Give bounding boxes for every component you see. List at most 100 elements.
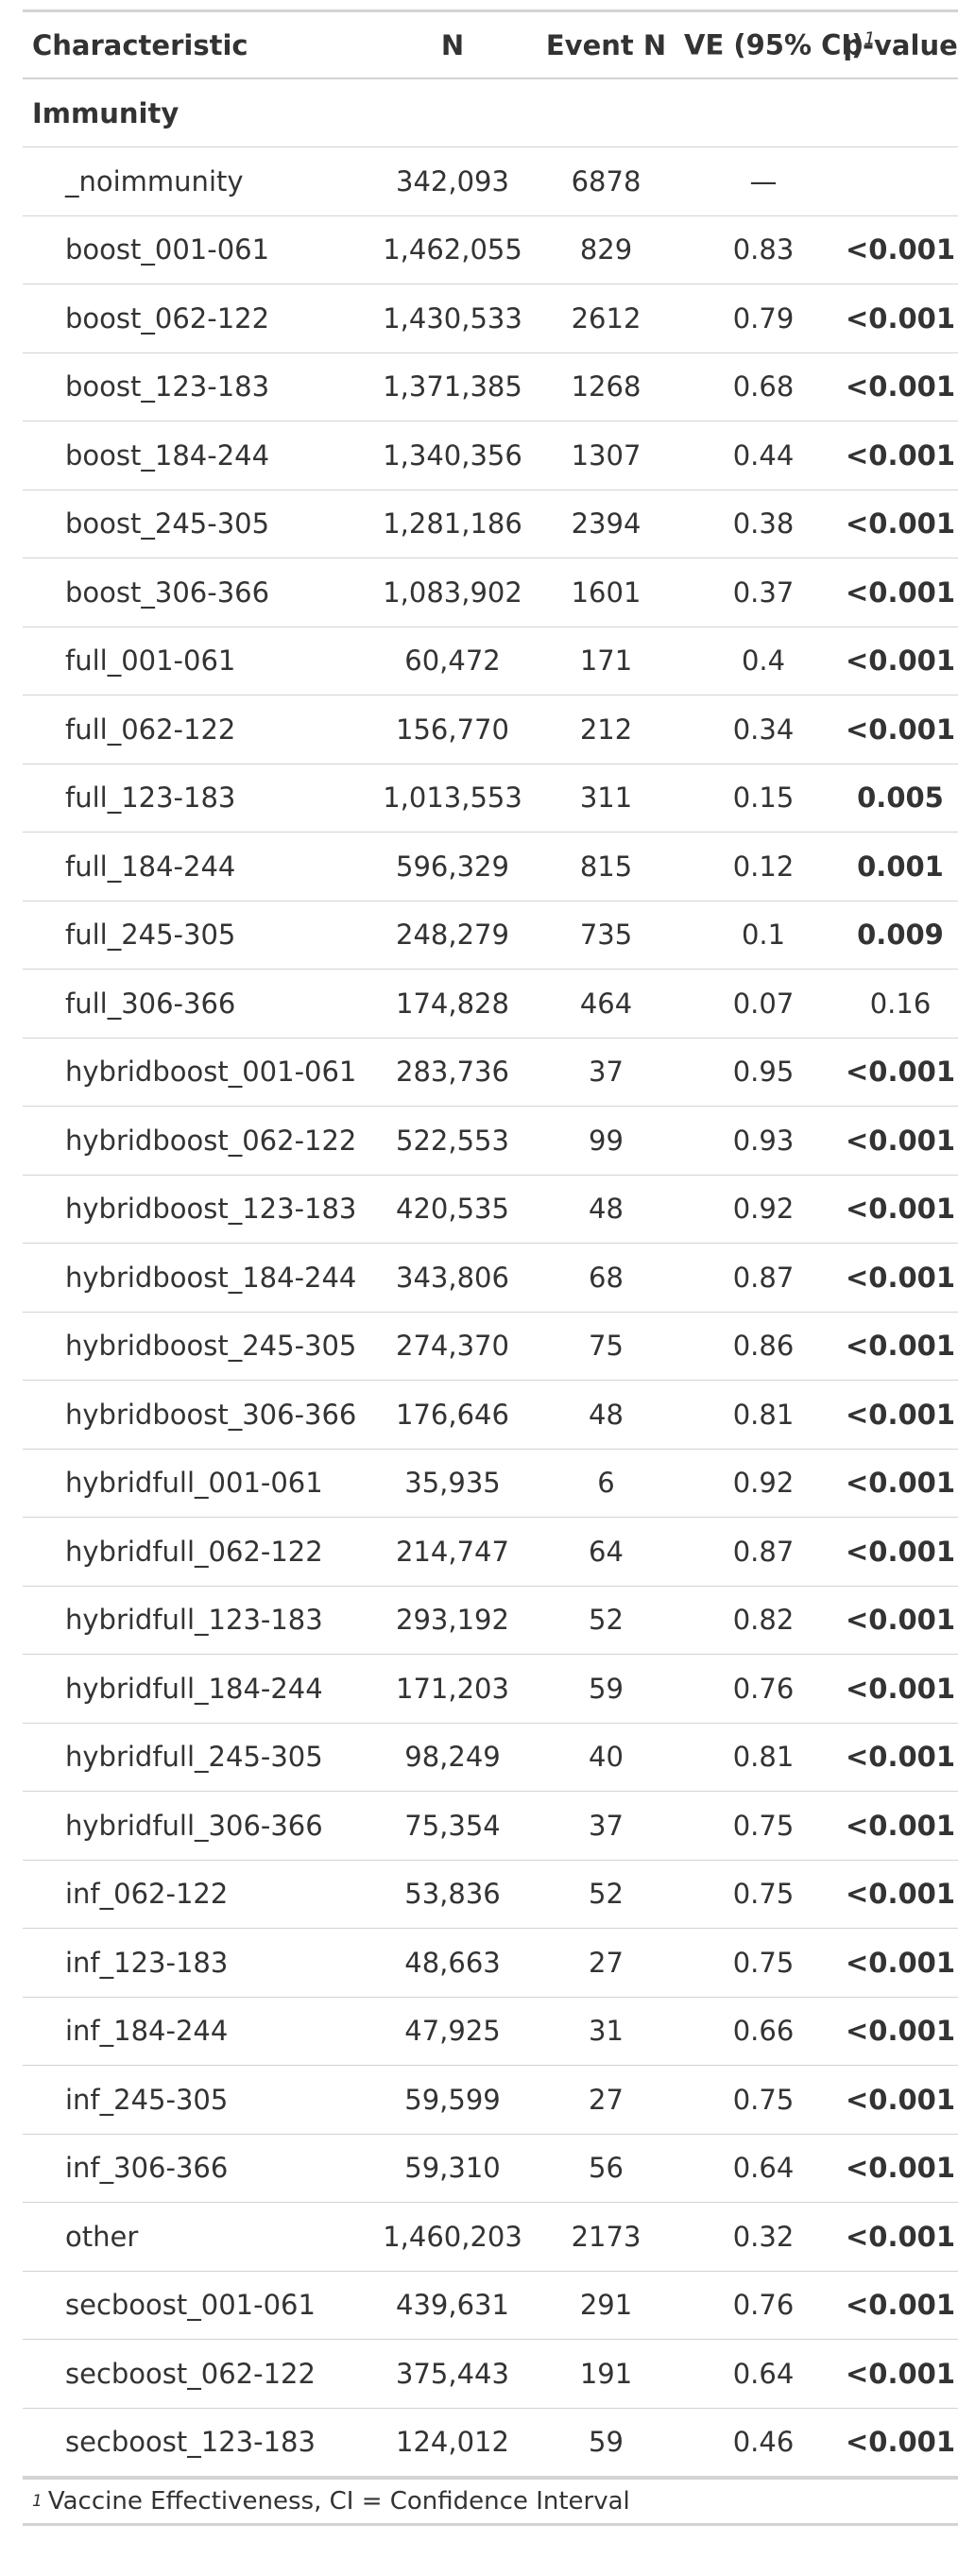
row-characteristic: full_001-061 (65, 644, 236, 678)
row-characteristic: hybridfull_184-244 (65, 1672, 323, 1705)
row-p-value: <0.001 (845, 1535, 956, 1568)
row-characteristic: full_306-366 (65, 987, 236, 1020)
row-ve: 0.86 (732, 1330, 795, 1363)
row-p-value: <0.001 (845, 1604, 956, 1637)
table-row: boost_062-122 1,430,533 2612 0.79 <0.001 (23, 284, 958, 353)
row-n: 342,093 (396, 164, 509, 197)
table-row: boost_184-244 1,340,356 1307 0.44 <0.001 (23, 421, 958, 490)
header-p-value: p-value (843, 28, 958, 61)
table-row: hybridboost_123-183 420,535 48 0.92 <0.001 (23, 1176, 958, 1244)
row-p-value: 0.001 (857, 850, 944, 883)
row-event-n: 291 (579, 2289, 633, 2322)
row-ve: 0.76 (732, 1672, 795, 1705)
header-n: N (440, 28, 465, 61)
table-row: hybridboost_245-305 274,370 75 0.86 <0.001 (23, 1313, 958, 1381)
table-row: full_062-122 156,770 212 0.34 <0.001 (23, 696, 958, 764)
row-p-value: <0.001 (845, 575, 956, 609)
table-row: inf_123-183 48,663 27 0.75 <0.001 (23, 1929, 958, 1998)
row-n: 48,663 (404, 1946, 501, 1979)
row-characteristic: boost_062-122 (65, 301, 270, 335)
row-n: 176,646 (396, 1398, 509, 1431)
row-event-n: 212 (579, 713, 633, 746)
row-event-n: 40 (589, 1741, 624, 1774)
row-p-value: <0.001 (845, 2289, 956, 2322)
row-n: 596,329 (396, 850, 509, 883)
row-ve: 0.93 (732, 1124, 795, 1157)
row-n: 274,370 (396, 1330, 509, 1363)
table-body: _noimmunity 342,093 6878 — boost_001-061 1,46… (23, 147, 958, 2477)
row-ve: 0.46 (732, 2426, 795, 2459)
row-p-value: <0.001 (845, 713, 956, 746)
row-n: 1,462,055 (383, 233, 522, 266)
row-event-n: 171 (579, 644, 633, 678)
row-n: 214,747 (396, 1535, 509, 1568)
row-n: 375,443 (396, 2357, 509, 2390)
row-n: 248,279 (396, 919, 509, 952)
row-n: 1,340,356 (383, 438, 522, 472)
row-event-n: 99 (589, 1124, 624, 1157)
row-n: 283,736 (396, 1056, 509, 1089)
table-row: full_245-305 248,279 735 0.1 0.009 (23, 902, 958, 970)
row-characteristic: inf_184-244 (65, 2015, 229, 2048)
row-event-n: 64 (589, 1535, 624, 1568)
row-characteristic: secboost_123-183 (65, 2426, 316, 2459)
row-ve: 0.15 (732, 781, 795, 815)
table-row: hybridfull_184-244 171,203 59 0.76 <0.001 (23, 1655, 958, 1724)
group-label: Immunity (32, 96, 180, 129)
table-row: inf_306-366 59,310 56 0.64 <0.001 (23, 2135, 958, 2203)
row-event-n: 1307 (571, 438, 642, 472)
row-n: 293,192 (396, 1604, 509, 1637)
row-characteristic: secboost_001-061 (65, 2289, 316, 2322)
row-ve: 0.64 (732, 2357, 795, 2390)
table-row: hybridboost_306-366 176,646 48 0.81 <0.001 (23, 1381, 958, 1450)
row-event-n: 52 (589, 1878, 624, 1911)
row-characteristic: hybridfull_062-122 (65, 1535, 323, 1568)
table-row: hybridboost_184-244 343,806 68 0.87 <0.001 (23, 1244, 958, 1313)
row-event-n: 31 (589, 2015, 624, 2048)
row-characteristic: inf_123-183 (65, 1946, 229, 1979)
row-p-value: <0.001 (845, 1672, 956, 1705)
row-event-n: 48 (589, 1398, 624, 1431)
table-row: hybridfull_306-366 75,354 37 0.75 <0.001 (23, 1792, 958, 1861)
row-ve: 0.12 (732, 850, 795, 883)
row-ve: 0.66 (732, 2015, 795, 2048)
row-ve: 0.37 (732, 575, 795, 609)
footnote-bottom-rule (23, 2523, 958, 2526)
row-characteristic: other (65, 2220, 139, 2253)
footnote-text: Vaccine Effectiveness, CI = Confidence I… (47, 2487, 630, 2516)
row-n: 1,083,902 (383, 575, 522, 609)
row-ve: 0.87 (732, 1535, 795, 1568)
row-ve: 0.07 (732, 987, 795, 1020)
table-row: secboost_001-061 439,631 291 0.76 <0.001 (23, 2272, 958, 2340)
row-characteristic: hybridboost_001-061 (65, 1056, 357, 1089)
row-event-n: 27 (589, 2083, 624, 2116)
row-n: 420,535 (396, 1193, 509, 1226)
table-row: full_123-183 1,013,553 311 0.15 0.005 (23, 764, 958, 833)
row-event-n: 48 (589, 1193, 624, 1226)
header-ve-footnote-mark: 1 (864, 28, 876, 50)
table-row: secboost_062-122 375,443 191 0.64 <0.001 (23, 2340, 958, 2409)
row-p-value: <0.001 (845, 1056, 956, 1089)
row-p-value: <0.001 (845, 1398, 956, 1431)
row-ve: 0.32 (732, 2220, 795, 2253)
table-footnote: 1 Vaccine Effectiveness, CI = Confidence… (23, 2480, 958, 2523)
row-p-value: <0.001 (845, 1467, 956, 1500)
row-p-value: <0.001 (845, 233, 956, 266)
header-ve: VE (95% CI)1 (684, 28, 876, 61)
table-row: boost_123-183 1,371,385 1268 0.68 <0.001 (23, 353, 958, 421)
row-characteristic: _noimmunity (65, 164, 244, 197)
row-ve: 0.75 (732, 1809, 795, 1842)
row-event-n: 37 (589, 1056, 624, 1089)
row-n: 59,599 (404, 2083, 501, 2116)
row-ve: 0.75 (732, 1878, 795, 1911)
row-n: 522,553 (396, 1124, 509, 1157)
row-ve: 0.38 (732, 507, 795, 541)
row-characteristic: full_184-244 (65, 850, 236, 883)
row-n: 171,203 (396, 1672, 509, 1705)
row-event-n: 829 (579, 233, 633, 266)
header-characteristic: Characteristic (32, 28, 248, 61)
row-event-n: 2612 (571, 301, 642, 335)
results-table: Characteristic N Event N VE (95% CI)1 p-… (23, 9, 958, 2526)
table-row: hybridfull_123-183 293,192 52 0.82 <0.001 (23, 1587, 958, 1655)
row-p-value: <0.001 (845, 1193, 956, 1226)
